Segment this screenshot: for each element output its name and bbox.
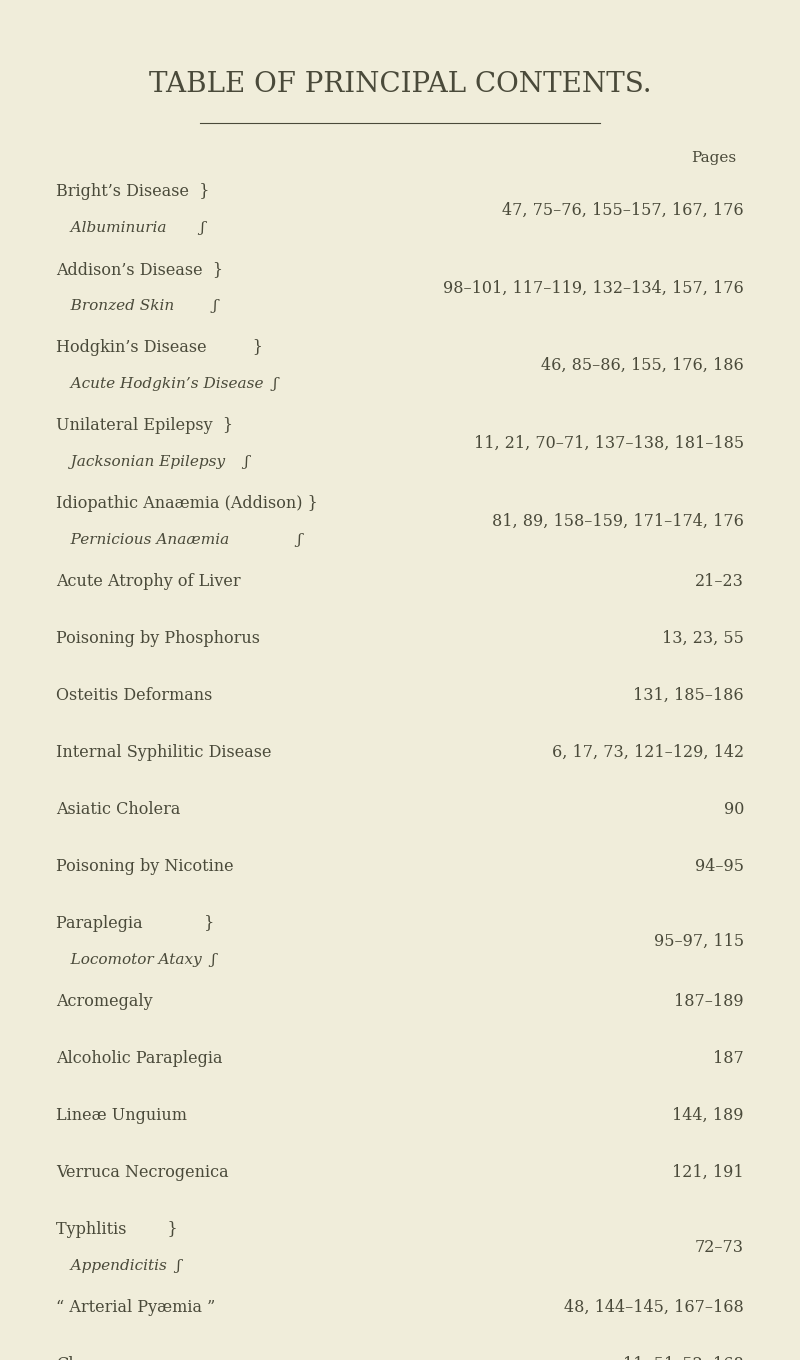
Text: 94–95: 94–95 [695,858,744,874]
Text: 95–97, 115: 95–97, 115 [654,933,744,951]
Text: Addison’s Disease  }: Addison’s Disease } [56,261,223,279]
Text: 81, 89, 158–159, 171–174, 176: 81, 89, 158–159, 171–174, 176 [492,513,744,530]
Text: 187–189: 187–189 [674,993,744,1010]
Text: 90: 90 [724,801,744,817]
Text: Pages: Pages [691,151,736,165]
Text: 48, 144–145, 167–168: 48, 144–145, 167–168 [564,1299,744,1316]
Text: Unilateral Epilepsy  }: Unilateral Epilepsy } [56,418,233,434]
Text: TABLE OF PRINCIPAL CONTENTS.: TABLE OF PRINCIPAL CONTENTS. [149,71,651,98]
Text: Acromegaly: Acromegaly [56,993,153,1010]
Text: Poisoning by Nicotine: Poisoning by Nicotine [56,858,234,874]
Text: 187: 187 [714,1050,744,1066]
Text: Jacksonian Epilepsy    ʃ: Jacksonian Epilepsy ʃ [56,454,249,469]
Text: Acute Atrophy of Liver: Acute Atrophy of Liver [56,573,241,590]
Text: Asiatic Cholera: Asiatic Cholera [56,801,180,817]
Text: Bright’s Disease  }: Bright’s Disease } [56,184,210,200]
Text: Appendicitis  ʃ: Appendicitis ʃ [56,1259,181,1273]
Text: Internal Syphilitic Disease: Internal Syphilitic Disease [56,744,271,760]
Text: Lineæ Unguium: Lineæ Unguium [56,1107,187,1123]
Text: 47, 75–76, 155–157, 167, 176: 47, 75–76, 155–157, 167, 176 [502,201,744,219]
Text: 72–73: 72–73 [695,1239,744,1257]
Text: Chorea: Chorea [56,1356,115,1360]
Text: 13, 23, 55: 13, 23, 55 [662,630,744,646]
Text: 46, 85–86, 155, 176, 186: 46, 85–86, 155, 176, 186 [542,358,744,374]
Text: Paraplegia            }: Paraplegia } [56,915,214,932]
Text: Verruca Necrogenica: Verruca Necrogenica [56,1164,229,1180]
Text: Pernicious Anaæmia              ʃ: Pernicious Anaæmia ʃ [56,533,302,547]
Text: 11, 51–52, 168: 11, 51–52, 168 [623,1356,744,1360]
Text: Typhlitis        }: Typhlitis } [56,1221,178,1238]
Text: Osteitis Deformans: Osteitis Deformans [56,687,212,703]
Text: Poisoning by Phosphorus: Poisoning by Phosphorus [56,630,260,646]
Text: Alcoholic Paraplegia: Alcoholic Paraplegia [56,1050,222,1066]
Text: 6, 17, 73, 121–129, 142: 6, 17, 73, 121–129, 142 [552,744,744,760]
Text: Albuminuria       ʃ: Albuminuria ʃ [56,222,205,235]
Text: 131, 185–186: 131, 185–186 [634,687,744,703]
Text: Bronzed Skin        ʃ: Bronzed Skin ʃ [56,299,218,313]
Text: “ Arterial Pyæmia ”: “ Arterial Pyæmia ” [56,1299,215,1316]
Text: Locomotor Ataxy  ʃ: Locomotor Ataxy ʃ [56,953,216,967]
Text: 98–101, 117–119, 132–134, 157, 176: 98–101, 117–119, 132–134, 157, 176 [443,279,744,296]
Text: 121, 191: 121, 191 [672,1164,744,1180]
Text: Hodgkin’s Disease         }: Hodgkin’s Disease } [56,339,263,356]
Text: Idiopathic Anaæmia (Addison) }: Idiopathic Anaæmia (Addison) } [56,495,318,511]
Text: 21–23: 21–23 [695,573,744,590]
Text: 11, 21, 70–71, 137–138, 181–185: 11, 21, 70–71, 137–138, 181–185 [474,435,744,452]
Text: 144, 189: 144, 189 [673,1107,744,1123]
Text: Acute Hodgkin’s Disease  ʃ: Acute Hodgkin’s Disease ʃ [56,377,278,390]
